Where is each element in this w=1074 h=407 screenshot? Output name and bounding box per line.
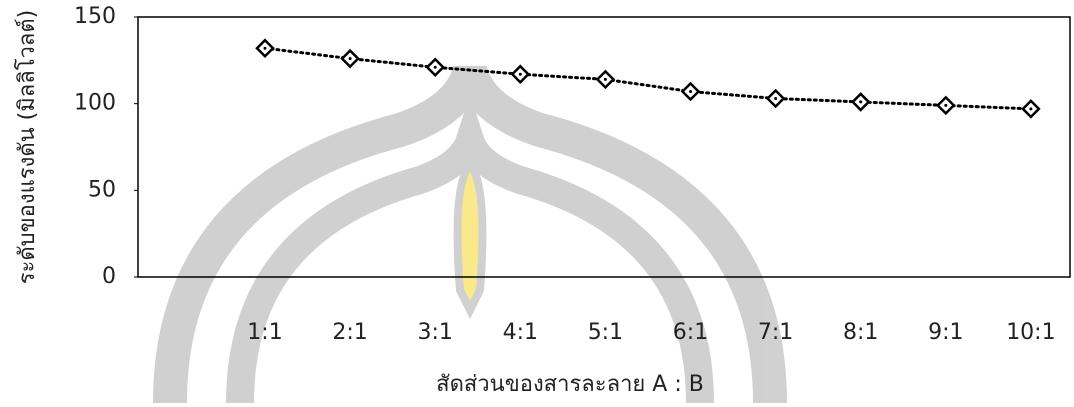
marker-dot (433, 65, 437, 69)
marker-dot (774, 96, 778, 100)
y-axis-title: ระดับของแรงดัน (มิลลิโวลต์) (14, 10, 40, 285)
x-tick-label: 1:1 (247, 320, 282, 345)
marker-dot (1029, 107, 1033, 111)
marker-dot (603, 77, 607, 81)
x-tick-label: 3:1 (417, 320, 452, 345)
x-tick-label: 8:1 (843, 320, 878, 345)
x-tick-label: 4:1 (503, 320, 538, 345)
y-tick-label: 50 (88, 177, 116, 202)
marker-dot (689, 90, 692, 94)
x-axis-title: สัดส่วนของสารละลาย A : B (436, 372, 704, 397)
x-tick-label: 10:1 (1006, 320, 1055, 345)
y-tick-label: 0 (102, 264, 116, 289)
x-tick-label: 2:1 (332, 320, 367, 345)
marker-dot (944, 103, 948, 107)
watermark (153, 64, 787, 404)
x-tick-label: 7:1 (758, 320, 793, 345)
y-tick-label: 100 (74, 91, 116, 116)
marker-dot (518, 72, 522, 76)
x-tick-label: 6:1 (673, 320, 708, 345)
marker-dot (348, 57, 352, 61)
marker-dot (859, 100, 863, 104)
y-tick-label: 150 (74, 4, 116, 29)
plot-frame (137, 16, 1071, 278)
x-tick-label: 9:1 (928, 320, 963, 345)
marker-dot (263, 46, 267, 50)
x-tick-label: 5:1 (588, 320, 623, 345)
series-line (263, 46, 1033, 111)
